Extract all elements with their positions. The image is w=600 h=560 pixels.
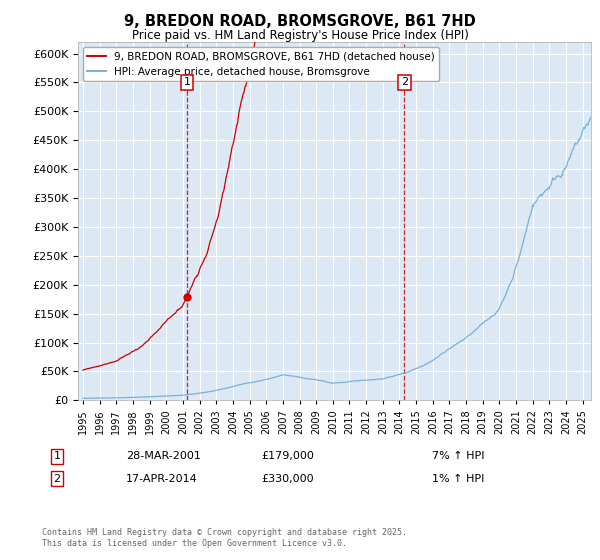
Text: Contains HM Land Registry data © Crown copyright and database right 2025.
This d: Contains HM Land Registry data © Crown c… [42,528,407,548]
Text: £330,000: £330,000 [262,474,314,484]
Text: 17-APR-2014: 17-APR-2014 [126,474,198,484]
Text: 2: 2 [401,77,408,87]
Text: 1% ↑ HPI: 1% ↑ HPI [432,474,484,484]
Text: 1: 1 [53,451,61,461]
Text: 28-MAR-2001: 28-MAR-2001 [126,451,201,461]
Text: £179,000: £179,000 [262,451,314,461]
Text: Price paid vs. HM Land Registry's House Price Index (HPI): Price paid vs. HM Land Registry's House … [131,29,469,42]
Text: 9, BREDON ROAD, BROMSGROVE, B61 7HD: 9, BREDON ROAD, BROMSGROVE, B61 7HD [124,14,476,29]
Legend: 9, BREDON ROAD, BROMSGROVE, B61 7HD (detached house), HPI: Average price, detach: 9, BREDON ROAD, BROMSGROVE, B61 7HD (det… [83,47,439,81]
Text: 7% ↑ HPI: 7% ↑ HPI [432,451,485,461]
Text: 2: 2 [53,474,61,484]
Text: 1: 1 [184,77,190,87]
